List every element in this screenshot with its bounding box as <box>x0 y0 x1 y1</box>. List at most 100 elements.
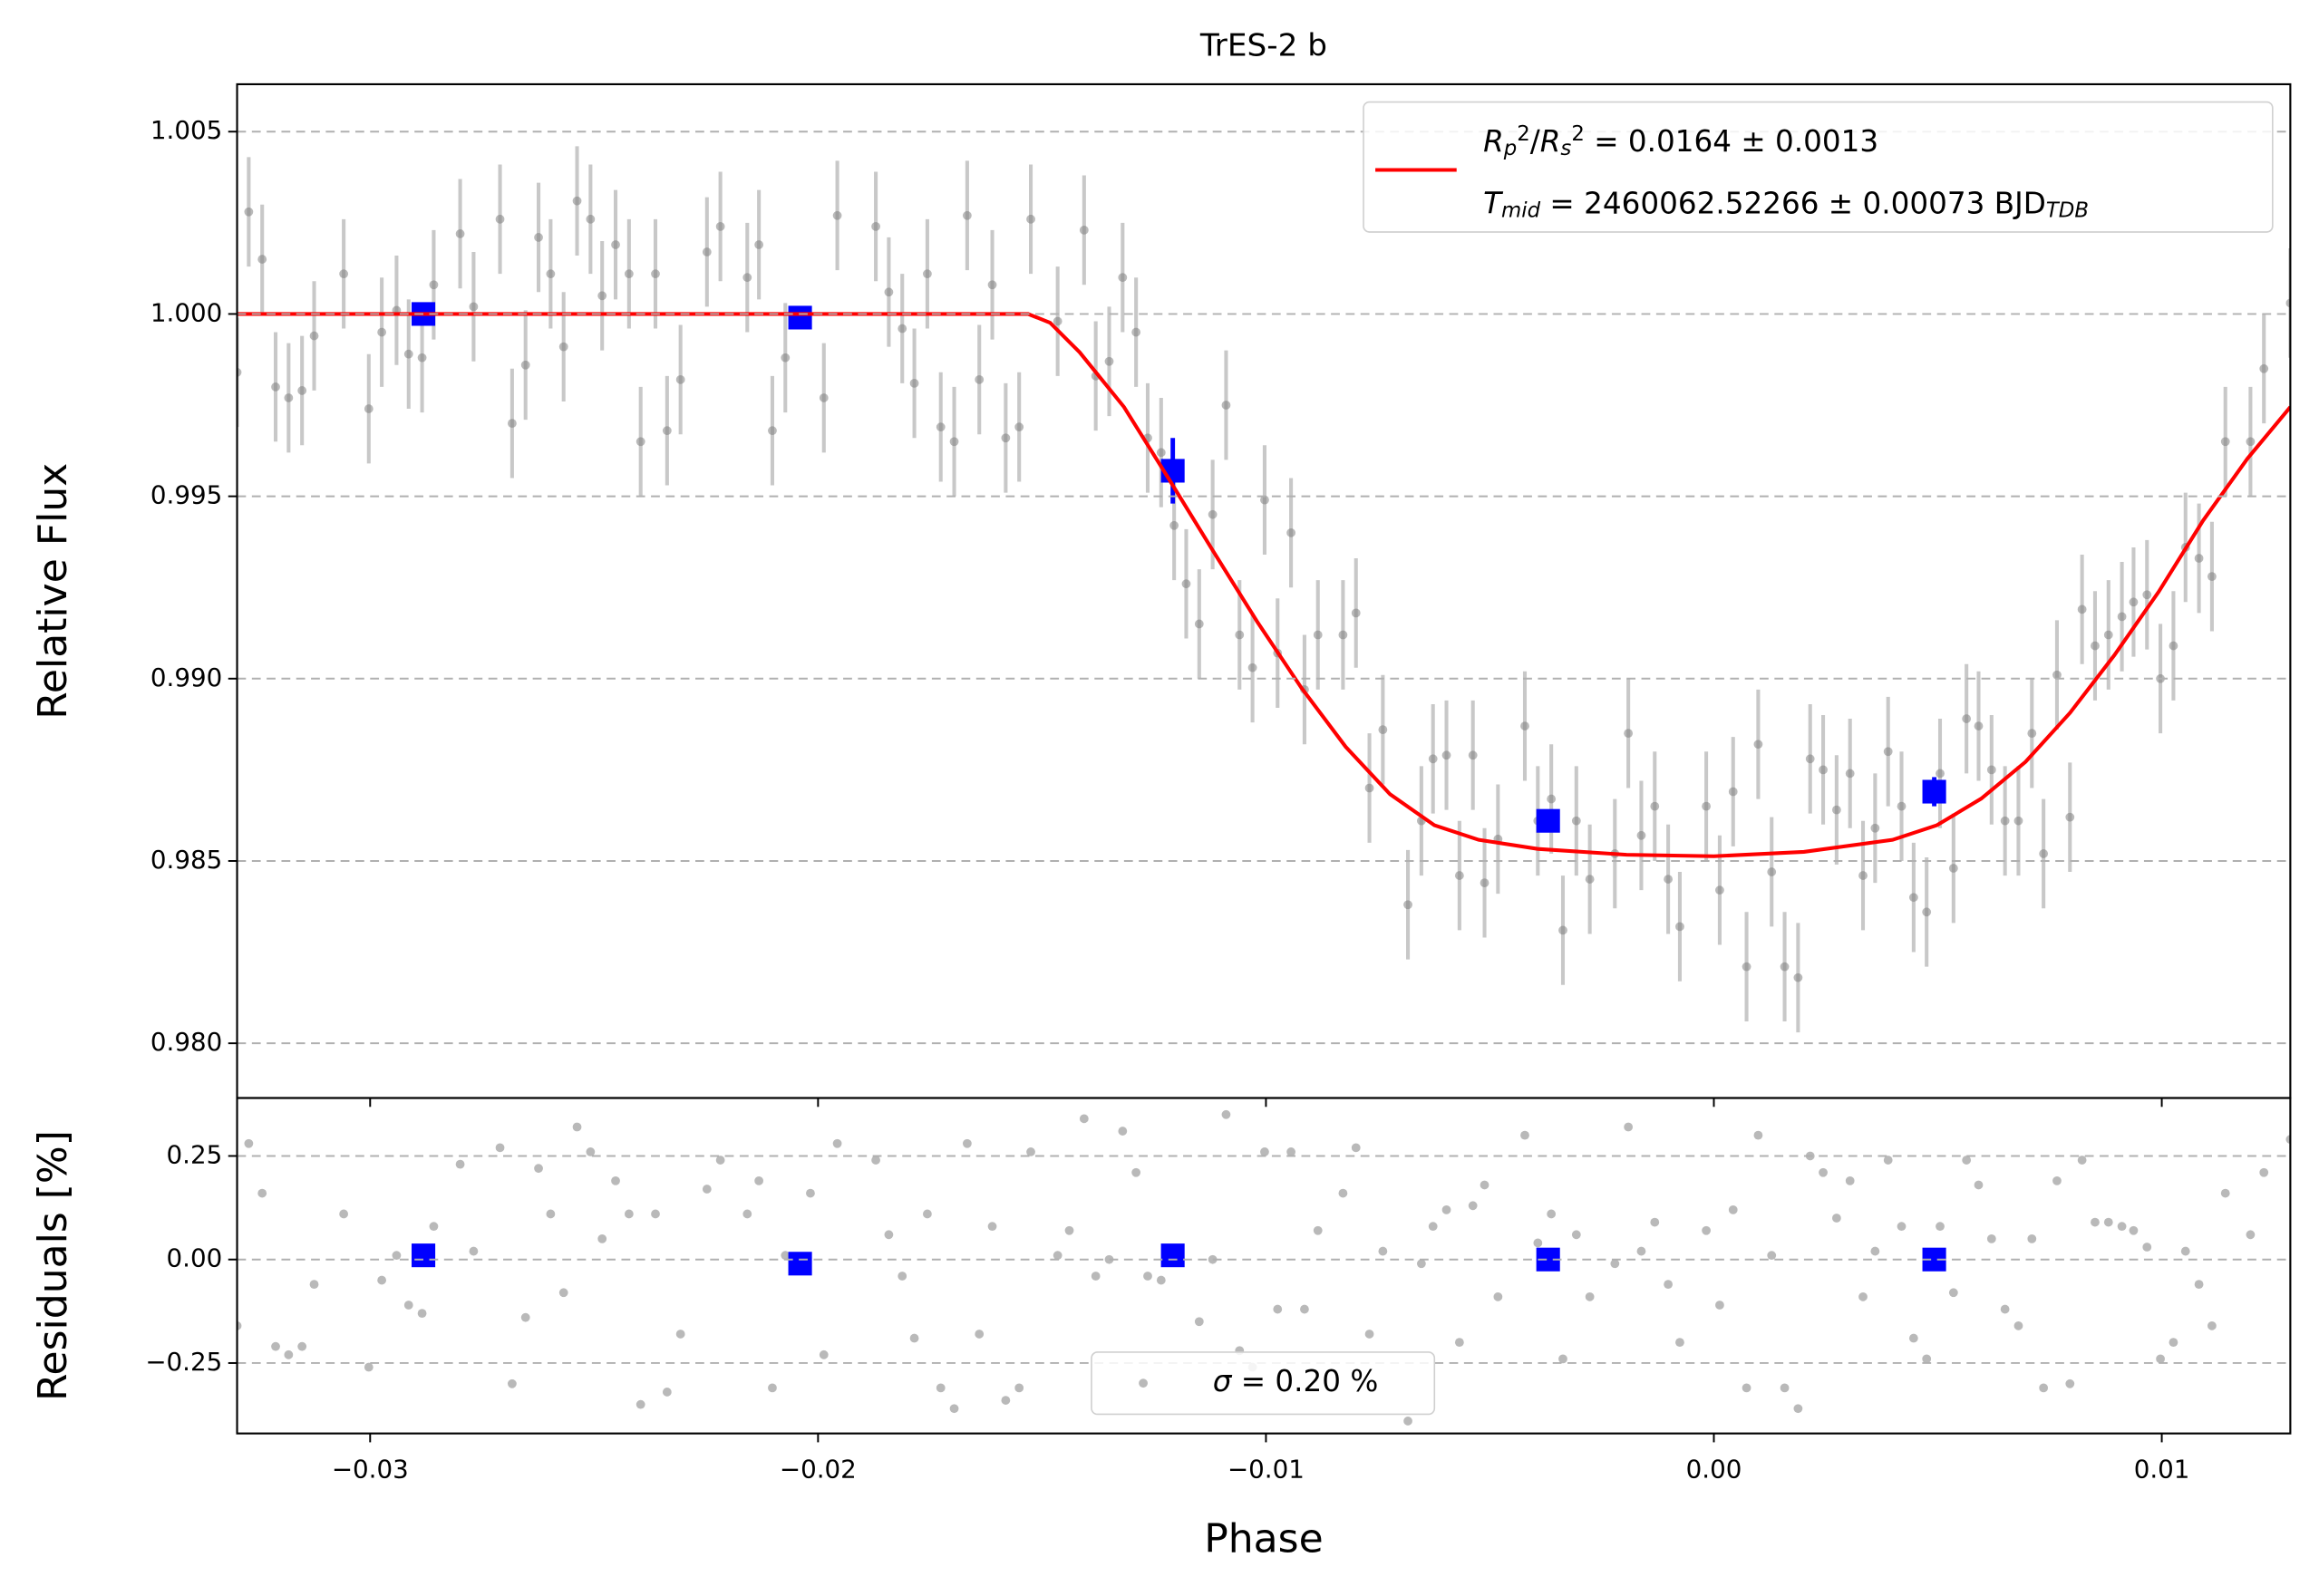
model-line <box>237 312 2291 858</box>
data-point <box>1675 922 1684 932</box>
data-point <box>2091 641 2100 651</box>
data-point <box>297 386 307 395</box>
data-point <box>1624 1122 1634 1132</box>
data-point <box>284 1349 294 1359</box>
data-point <box>2013 1320 2023 1330</box>
data-point <box>1351 1143 1361 1153</box>
data-point <box>1585 1291 1595 1301</box>
data-point <box>662 426 672 436</box>
data-point <box>429 1222 439 1232</box>
data-point <box>1468 1201 1478 1211</box>
legend-text: = 2460062.52266 ± 0.00073 BJD <box>1540 187 2046 221</box>
data-point <box>611 240 620 249</box>
data-point <box>1962 1156 1972 1165</box>
data-point <box>1260 1147 1269 1156</box>
data-point <box>2169 641 2178 651</box>
data-point <box>469 1246 479 1256</box>
data-point <box>1767 867 1777 876</box>
data-point <box>1221 401 1231 410</box>
frame <box>236 1097 2292 1435</box>
data-point <box>244 1138 254 1148</box>
data-point <box>403 1301 413 1310</box>
legend-box <box>1091 1351 1436 1416</box>
legend-text: p <box>1503 138 1517 161</box>
data-point <box>1767 1251 1777 1261</box>
data-point <box>2027 729 2037 739</box>
binned-point <box>788 1252 812 1276</box>
data-point <box>2103 1217 2113 1227</box>
data-point <box>1014 1383 1024 1393</box>
data-point <box>2220 1188 2230 1198</box>
data-point <box>284 393 294 402</box>
data-point <box>1948 864 1958 873</box>
data-point <box>1936 1222 1945 1232</box>
data-point <box>1118 1127 1128 1136</box>
data-point <box>2117 1222 2127 1232</box>
data-point <box>271 1341 280 1351</box>
data-point <box>1974 721 1984 730</box>
data-point <box>1079 1114 1089 1124</box>
data-point <box>1131 327 1141 337</box>
data-point <box>2052 1176 2062 1185</box>
data-point <box>949 437 959 447</box>
data-point <box>455 1159 465 1169</box>
data-point <box>1364 1330 1374 1339</box>
x-tick-label: −0.01 <box>1227 1454 1305 1484</box>
data-point <box>1131 1167 1141 1177</box>
data-point <box>2103 630 2113 640</box>
data-point <box>1636 830 1646 840</box>
data-point <box>1897 1222 1907 1232</box>
data-point <box>1908 893 1918 903</box>
data-point <box>1364 783 1374 793</box>
data-point <box>377 1275 387 1285</box>
data-point <box>257 255 267 264</box>
data-point <box>1547 1209 1557 1219</box>
data-point <box>975 374 985 384</box>
data-point <box>1480 878 1489 888</box>
data-point <box>2194 554 2204 563</box>
data-point <box>1610 1259 1620 1269</box>
data-point <box>1675 1338 1684 1347</box>
data-point <box>2039 1383 2049 1393</box>
data-point <box>1520 721 1529 730</box>
data-point <box>429 280 439 290</box>
data-point <box>1091 1272 1101 1281</box>
data-point <box>237 367 242 377</box>
data-point <box>1883 1156 1893 1165</box>
data-point <box>1753 1130 1763 1140</box>
legend-text: R <box>1483 124 1504 159</box>
data-point <box>1194 1317 1204 1327</box>
data-point <box>884 287 894 297</box>
data-point <box>1986 1233 1996 1243</box>
data-point <box>586 214 596 224</box>
data-point <box>871 1156 880 1165</box>
data-point <box>1742 1383 1751 1393</box>
data-point <box>1338 630 1348 640</box>
data-point <box>2285 298 2291 308</box>
data-point <box>1805 754 1815 764</box>
data-point <box>1053 1251 1062 1261</box>
data-point <box>1948 1288 1958 1298</box>
y-tick-label: 0.25 <box>167 1139 223 1169</box>
data-point <box>651 269 660 279</box>
legend-text: R <box>1540 124 1561 159</box>
data-point <box>923 1209 932 1219</box>
frame <box>236 82 2292 1099</box>
data-point <box>1441 1204 1451 1214</box>
data-point <box>1845 1176 1855 1185</box>
y-tick-label: 1.005 <box>150 115 222 145</box>
data-point <box>495 1143 505 1153</box>
data-point <box>2207 1320 2217 1330</box>
y-tick-label: 0.00 <box>167 1243 223 1273</box>
data-point <box>962 210 972 220</box>
data-point <box>597 1233 607 1243</box>
data-point <box>832 210 842 220</box>
data-point <box>1428 1222 1438 1232</box>
y-tick-label: 0.980 <box>150 1027 222 1057</box>
data-point <box>572 1122 582 1132</box>
data-point <box>1260 495 1269 505</box>
data-point <box>2039 849 2049 858</box>
y-axis-label: Residuals [%] <box>30 1130 76 1401</box>
